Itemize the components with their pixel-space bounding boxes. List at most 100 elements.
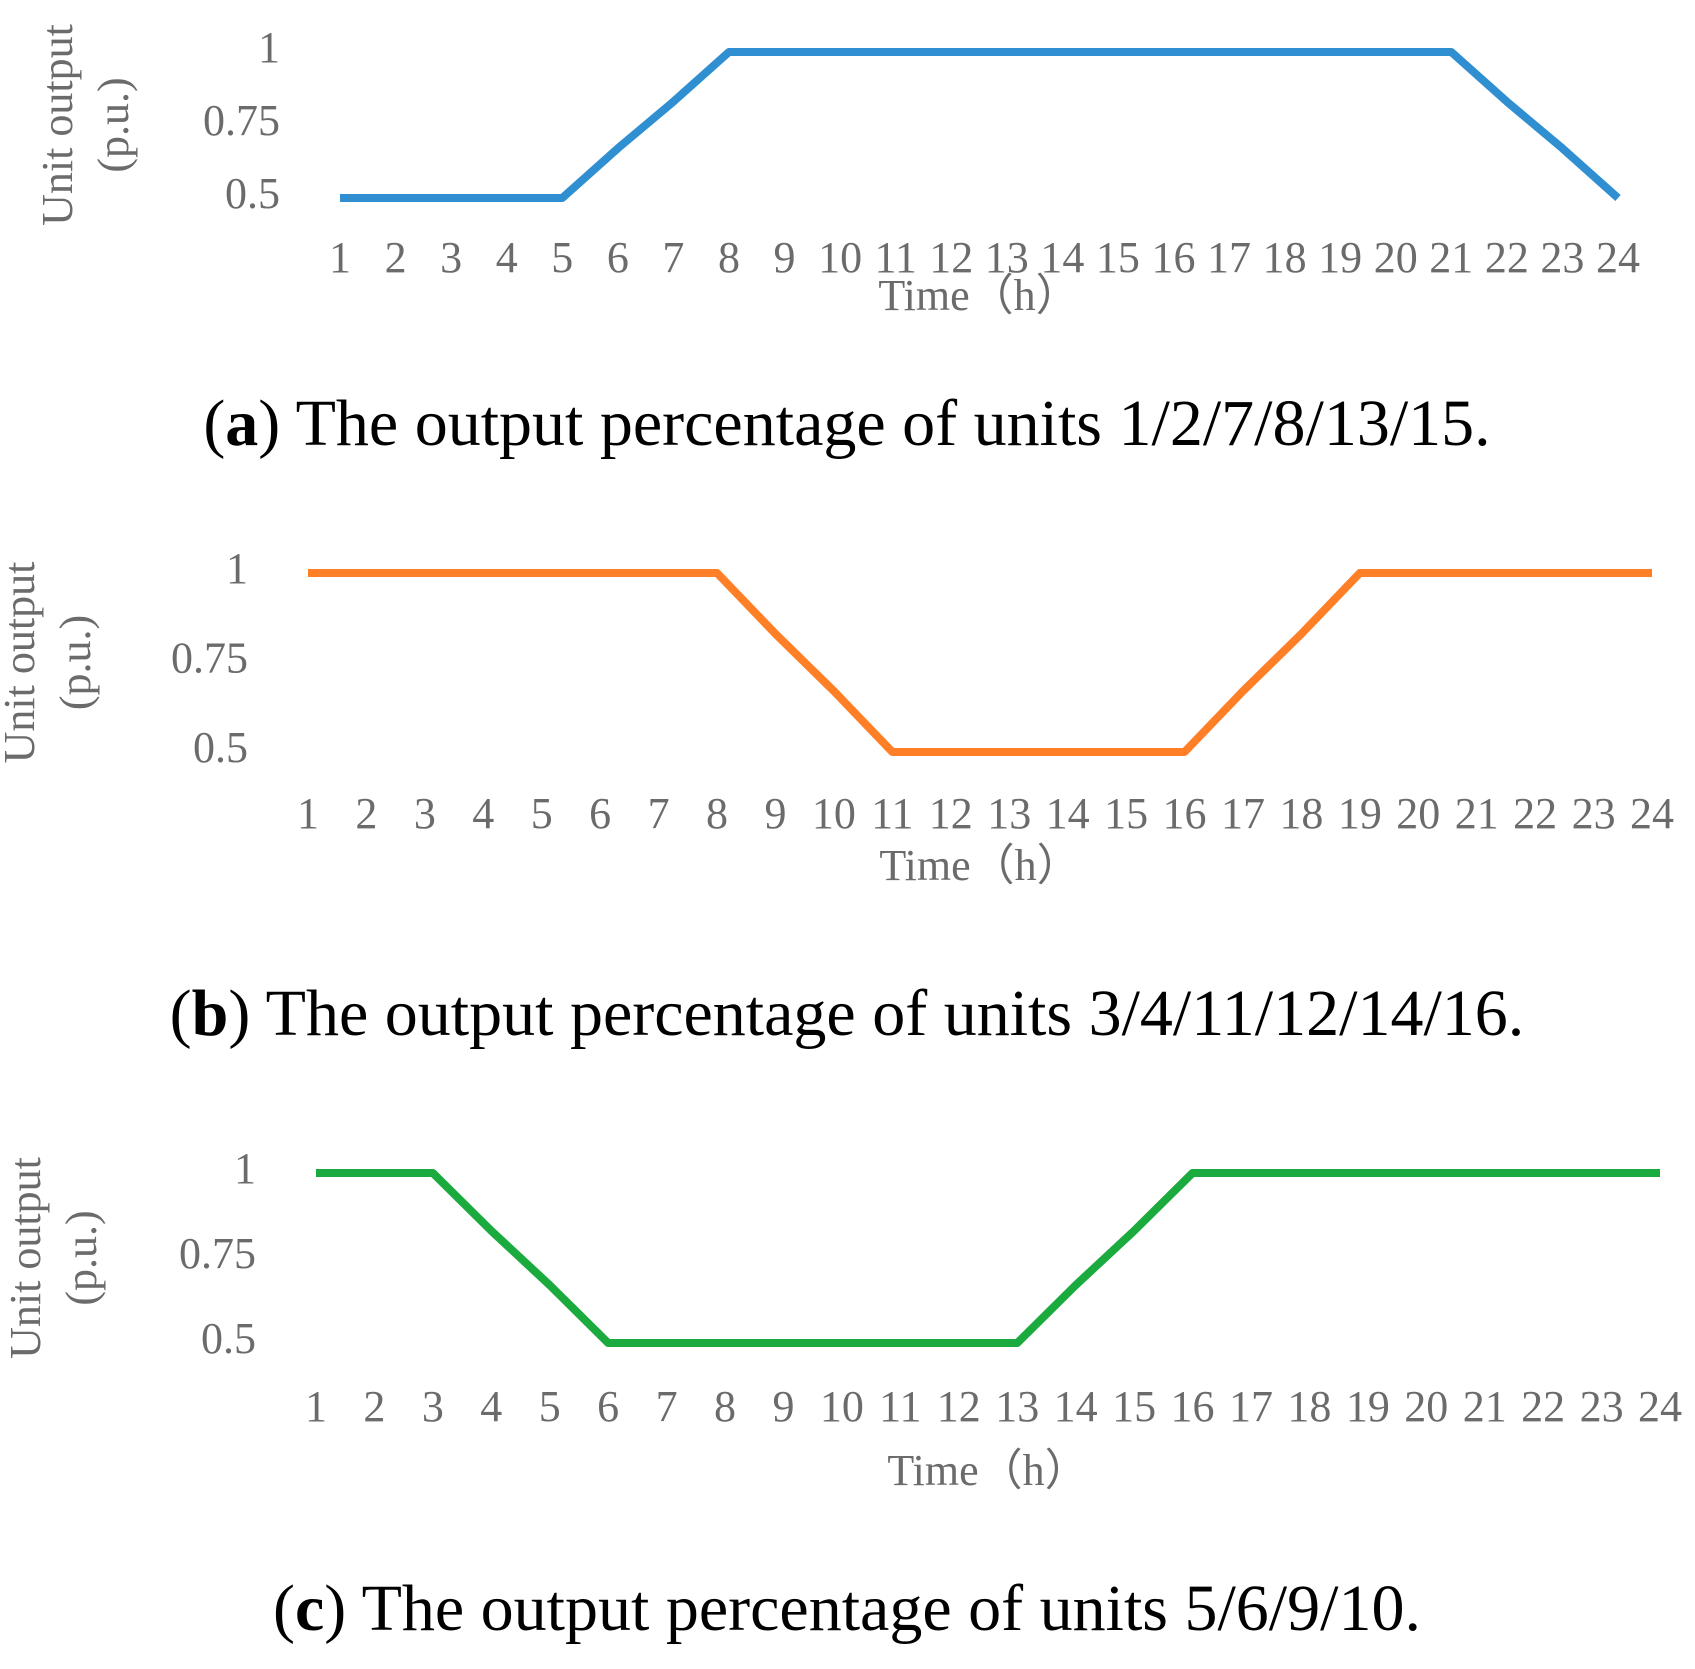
- x-tick-label: 1: [297, 789, 319, 838]
- x-tick-label: 13: [985, 233, 1029, 282]
- caption-part: (: [203, 387, 225, 460]
- x-tick-label: 22: [1521, 1382, 1565, 1431]
- x-tick-label: 16: [1151, 233, 1195, 282]
- caption-part: (: [170, 977, 192, 1050]
- x-tick-label: 12: [929, 789, 973, 838]
- x-tick-label: 6: [597, 1382, 619, 1431]
- x-tick-label: 13: [995, 1382, 1039, 1431]
- x-tick-label: 19: [1338, 789, 1382, 838]
- caption: (c) The output percentage of units 5/6/9…: [273, 1572, 1421, 1645]
- x-tick-label: 2: [355, 789, 377, 838]
- x-tick-label: 24: [1596, 233, 1640, 282]
- x-tick-label: 3: [440, 233, 462, 282]
- x-tick-label: 17: [1229, 1382, 1273, 1431]
- data-line: [340, 48, 1621, 202]
- x-tick-label: 12: [929, 233, 973, 282]
- y-tick-label: 0.75: [203, 96, 280, 145]
- x-tick-label: 20: [1404, 1382, 1448, 1431]
- y-tick-label: 0.5: [201, 1314, 256, 1363]
- x-tick-label: 22: [1485, 233, 1529, 282]
- caption-part: (: [273, 1572, 295, 1645]
- y-axis-title: Unit output: [1, 1157, 50, 1359]
- x-tick-label: 6: [589, 789, 611, 838]
- y-tick-label: 1: [234, 1144, 256, 1193]
- x-tick-label: 13: [987, 789, 1031, 838]
- caption: (a) The output percentage of units 1/2/7…: [203, 387, 1490, 460]
- x-axis-title: Time（h）: [878, 271, 1079, 320]
- x-tick-label: 16: [1163, 789, 1207, 838]
- y-tick-label: 0.75: [179, 1229, 256, 1278]
- x-tick-label: 16: [1171, 1382, 1215, 1431]
- x-tick-label: 1: [305, 1382, 327, 1431]
- caption-part: ) The output percentage of units 5/6/9/1…: [324, 1572, 1421, 1645]
- x-tick-label: 14: [1054, 1382, 1098, 1431]
- x-tick-label: 19: [1346, 1382, 1390, 1431]
- x-tick-label: 11: [871, 789, 913, 838]
- x-axis-title: Time（h）: [887, 1446, 1088, 1495]
- x-tick-label: 5: [539, 1382, 561, 1431]
- x-tick-label: 9: [774, 233, 796, 282]
- x-tick-label: 2: [363, 1382, 385, 1431]
- x-tick-label: 4: [472, 789, 494, 838]
- x-tick-label: 21: [1455, 789, 1499, 838]
- x-tick-label: 19: [1318, 233, 1362, 282]
- x-tick-label: 9: [764, 789, 786, 838]
- caption-part: a: [225, 387, 258, 460]
- x-tick-label: 7: [656, 1382, 678, 1431]
- caption-part: c: [295, 1572, 324, 1645]
- x-tick-label: 21: [1463, 1382, 1507, 1431]
- x-tick-label: 17: [1221, 789, 1265, 838]
- x-tick-label: 1: [329, 233, 351, 282]
- y-tick-label: 0.5: [193, 723, 248, 772]
- y-axis-title: Unit output: [33, 24, 82, 226]
- x-tick-label: 24: [1638, 1382, 1682, 1431]
- y-tick-label: 1: [258, 23, 280, 72]
- x-tick-label: 20: [1396, 789, 1440, 838]
- x-tick-label: 18: [1279, 789, 1323, 838]
- x-tick-label: 20: [1374, 233, 1418, 282]
- caption: (b) The output percentage of units 3/4/1…: [170, 977, 1525, 1050]
- y-tick-label: 0.5: [225, 169, 280, 218]
- x-tick-label: 2: [385, 233, 407, 282]
- x-tick-label: 14: [1046, 789, 1090, 838]
- y-tick-label: 1: [226, 544, 248, 593]
- x-tick-label: 12: [937, 1382, 981, 1431]
- x-tick-label: 8: [718, 233, 740, 282]
- x-tick-label: 7: [662, 233, 684, 282]
- x-tick-label: 8: [706, 789, 728, 838]
- x-tick-label: 3: [414, 789, 436, 838]
- x-tick-label: 10: [818, 233, 862, 282]
- x-tick-label: 4: [496, 233, 518, 282]
- x-axis-title: Time（h）: [879, 841, 1080, 890]
- x-tick-label: 4: [480, 1382, 502, 1431]
- x-tick-label: 21: [1429, 233, 1473, 282]
- x-tick-label: 22: [1513, 789, 1557, 838]
- x-tick-label: 9: [772, 1382, 794, 1431]
- x-tick-label: 8: [714, 1382, 736, 1431]
- x-tick-label: 24: [1630, 789, 1674, 838]
- x-tick-label: 7: [648, 789, 670, 838]
- x-tick-label: 10: [820, 1382, 864, 1431]
- x-tick-label: 11: [874, 233, 916, 282]
- x-tick-label: 14: [1040, 233, 1084, 282]
- x-tick-label: 15: [1104, 789, 1148, 838]
- x-tick-label: 15: [1096, 233, 1140, 282]
- x-tick-label: 17: [1207, 233, 1251, 282]
- x-tick-label: 18: [1287, 1382, 1331, 1431]
- caption-part: ) The output percentage of units 1/2/7/8…: [258, 387, 1490, 460]
- y-axis-title: (p.u.): [89, 77, 138, 172]
- y-axis-title: (p.u.): [51, 615, 100, 710]
- data-line: [308, 569, 1652, 756]
- x-tick-label: 15: [1112, 1382, 1156, 1431]
- x-tick-label: 11: [879, 1382, 921, 1431]
- x-tick-label: 10: [812, 789, 856, 838]
- caption-part: b: [192, 977, 229, 1050]
- x-tick-label: 18: [1263, 233, 1307, 282]
- caption-part: ) The output percentage of units 3/4/11/…: [228, 977, 1524, 1050]
- x-tick-label: 23: [1572, 789, 1616, 838]
- x-tick-label: 5: [551, 233, 573, 282]
- y-axis-title: (p.u.): [57, 1210, 106, 1305]
- data-line: [316, 1169, 1660, 1347]
- x-tick-label: 23: [1540, 233, 1584, 282]
